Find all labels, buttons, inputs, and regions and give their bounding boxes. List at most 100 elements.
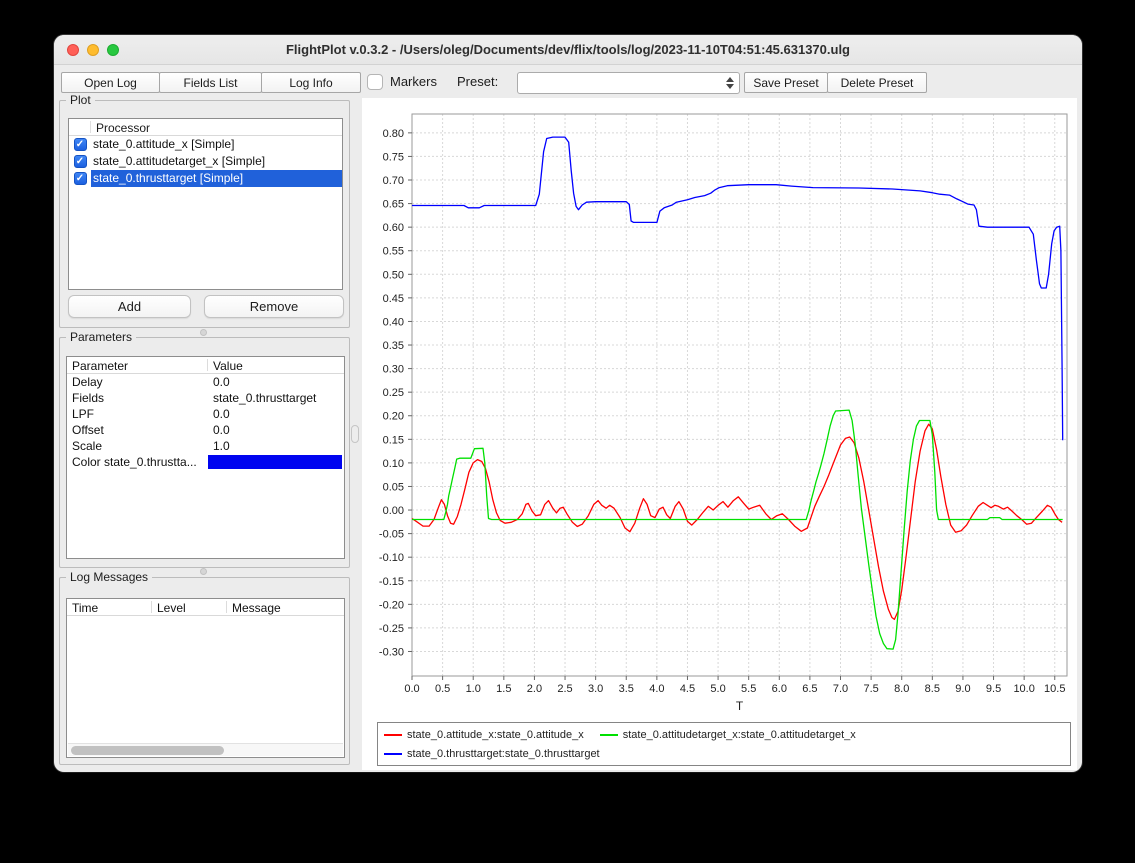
checkbox-cell: ✓ — [69, 138, 91, 151]
parameter-value[interactable]: 1.0 — [213, 439, 230, 453]
color-swatch[interactable] — [208, 455, 342, 469]
preset-label: Preset: — [457, 74, 499, 89]
parameter-row[interactable]: Delay 0.0 — [67, 374, 344, 390]
y-tick-label: -0.30 — [379, 646, 404, 658]
minimize-button[interactable] — [87, 44, 99, 56]
save-preset-button[interactable]: Save Preset — [744, 72, 828, 93]
open-log-button[interactable]: Open Log — [61, 72, 160, 93]
y-tick-label: 0.60 — [383, 222, 404, 234]
x-tick-label: 5.5 — [741, 683, 756, 695]
plot-list-row[interactable]: ✓ state_0.attitude_x [Simple] — [69, 136, 342, 153]
x-tick-label: 10.0 — [1013, 683, 1034, 695]
x-tick-label: 1.0 — [466, 683, 481, 695]
parameters-table-header[interactable]: Parameter Value — [67, 357, 344, 374]
x-tick-label: 8.5 — [925, 683, 940, 695]
x-tick-label: 0.0 — [404, 683, 419, 695]
splitter-handle[interactable] — [200, 329, 207, 336]
plot-list-row[interactable]: ✓ state_0.attitudetarget_x [Simple] — [69, 153, 342, 170]
parameter-value[interactable]: 0.0 — [213, 407, 230, 421]
column-separator — [207, 359, 208, 371]
maximize-button[interactable] — [107, 44, 119, 56]
parameter-row[interactable]: Scale 1.0 — [67, 438, 344, 454]
parameter-row[interactable]: Color state_0.thrustta... — [67, 454, 344, 470]
legend-item: state_0.attitudetarget_x:state_0.attitud… — [599, 726, 856, 744]
y-tick-label: 0.80 — [383, 128, 404, 140]
x-axis-label: T — [736, 699, 744, 713]
add-button[interactable]: Add — [68, 295, 191, 318]
legend-item: state_0.attitude_x:state_0.attitude_x — [384, 726, 584, 744]
x-tick-label: 3.0 — [588, 683, 603, 695]
parameter-value[interactable]: 0.0 — [213, 375, 230, 389]
chart-plot-area[interactable]: 0.0 0.5 1.0 1.5 2.0 2.5 3.0 3.5 4.0 4.5 5.0 5.5 6.0 6… — [362, 98, 1077, 770]
plot-border — [411, 113, 1068, 677]
parameter-column-header: Parameter — [72, 359, 129, 373]
plot-list-header[interactable]: Processor — [69, 119, 342, 136]
y-tick-label: 0.10 — [383, 458, 404, 470]
log-messages-group-title: Log Messages — [66, 570, 153, 584]
plot-list-item-label: state_0.attitudetarget_x [Simple] — [93, 154, 266, 168]
y-tick-label: -0.25 — [379, 623, 404, 635]
checkbox-cell: ✓ — [69, 172, 91, 185]
y-tick-label: 0.30 — [383, 364, 404, 376]
log-info-button[interactable]: Log Info — [261, 72, 361, 93]
level-column-header: Level — [157, 601, 186, 615]
x-tick-label: 2.0 — [527, 683, 542, 695]
splitter-handle[interactable] — [200, 568, 207, 575]
y-tick-label: -0.05 — [379, 529, 404, 541]
delete-preset-button[interactable]: Delete Preset — [827, 72, 927, 93]
y-tick-label: 0.15 — [383, 434, 404, 446]
vertical-splitter-handle[interactable] — [351, 425, 359, 443]
row-checkbox[interactable]: ✓ — [73, 155, 87, 168]
parameter-row[interactable]: Offset 0.0 — [67, 422, 344, 438]
row-checkbox[interactable]: ✓ — [73, 172, 87, 185]
y-tick-label: 0.50 — [383, 269, 404, 281]
checkbox-cell: ✓ — [69, 155, 91, 168]
log-messages-table[interactable]: Time Level Message — [66, 598, 345, 758]
legend-line-swatch — [384, 752, 402, 755]
remove-button[interactable]: Remove — [204, 295, 344, 318]
parameter-value[interactable]: 0.0 — [213, 423, 230, 437]
close-button[interactable] — [67, 44, 79, 56]
fields-list-button[interactable]: Fields List — [159, 72, 262, 93]
y-tick-label: 0.65 — [383, 199, 404, 211]
parameter-name: Color state_0.thrustta... — [72, 455, 197, 469]
parameters-group-title: Parameters — [66, 330, 137, 344]
plot-list[interactable]: Processor ✓ state_0.attitude_x [Simple] ✓ s… — [68, 118, 343, 290]
processor-column-header: Processor — [96, 121, 151, 135]
combobox-stepper-icon[interactable] — [722, 74, 737, 92]
markers-checkbox[interactable] — [367, 74, 383, 90]
parameter-row[interactable]: Fields state_0.thrusttarget — [67, 390, 344, 406]
series-state_0.thrusttarget:state_0.thrusttarget — [412, 136, 1064, 441]
x-tick-label: 8.0 — [894, 683, 909, 695]
parameter-name: Delay — [72, 375, 103, 389]
time-column-header: Time — [72, 601, 99, 615]
legend-item: state_0.thrusttarget:state_0.thrusttarge… — [384, 745, 600, 763]
row-checkbox[interactable]: ✓ — [73, 138, 87, 151]
column-separator — [151, 601, 152, 613]
x-tick-label: 5.0 — [710, 683, 725, 695]
y-tick-label: 0.55 — [383, 246, 404, 258]
y-tick-label: 0.00 — [383, 505, 404, 517]
x-tick-label: 9.0 — [955, 683, 970, 695]
horizontal-scrollbar[interactable] — [68, 743, 343, 756]
x-tick-label: 6.0 — [772, 683, 787, 695]
window-title: FlightPlot v.0.3.2 - /Users/oleg/Documen… — [285, 42, 850, 57]
titlebar[interactable]: FlightPlot v.0.3.2 - /Users/oleg/Documen… — [54, 35, 1082, 65]
markers-label: Markers — [390, 74, 437, 89]
y-tick-label: 0.25 — [383, 387, 404, 399]
parameter-value[interactable]: state_0.thrusttarget — [213, 391, 317, 405]
parameters-table[interactable]: Parameter Value Delay 0.0 Fields state_0.th… — [66, 356, 345, 559]
plot-list-row[interactable]: ✓ state_0.thrusttarget [Simple] — [69, 170, 342, 187]
scrollbar-thumb[interactable] — [71, 746, 224, 755]
plot-group: Plot Processor ✓ state_0.attitude_x [Simp… — [59, 93, 350, 328]
log-table-header[interactable]: Time Level Message — [67, 599, 344, 616]
message-column-header: Message — [232, 601, 281, 615]
parameter-row[interactable]: LPF 0.0 — [67, 406, 344, 422]
series-state_0.attitude_x:state_0.attitude_x — [411, 423, 1063, 621]
legend-line-swatch — [384, 733, 402, 736]
x-tick-label: 3.5 — [619, 683, 634, 695]
legend-label: state_0.attitude_x:state_0.attitude_x — [407, 728, 584, 741]
preset-combobox[interactable] — [517, 72, 740, 94]
plot-list-body: ✓ state_0.attitude_x [Simple] ✓ state_0.att… — [69, 136, 342, 187]
plot-list-item-label: state_0.attitude_x [Simple] — [93, 137, 235, 151]
